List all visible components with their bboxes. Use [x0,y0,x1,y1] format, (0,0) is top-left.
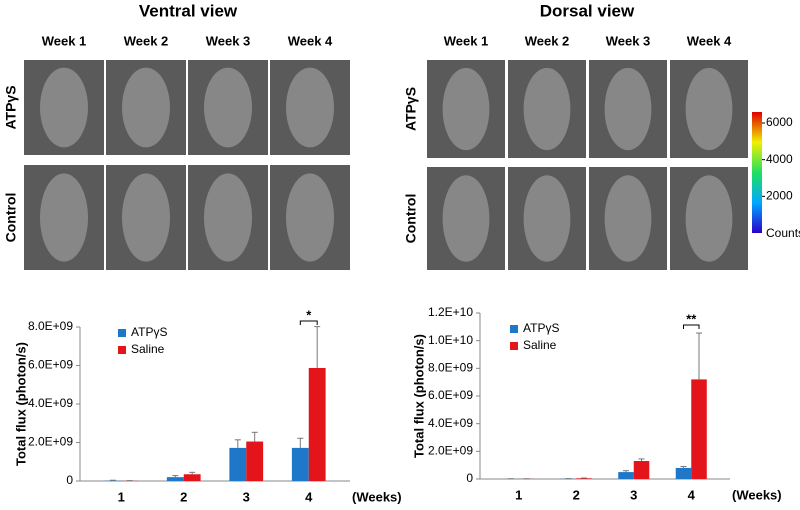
x-axis-label: (Weeks) [352,489,402,504]
x-tick-label: 4 [305,489,313,504]
y-axis-label: Total flux (photon/s) [13,342,28,466]
legend-label: ATPγS [523,321,559,335]
y-tick-label: 6.0E+09 [428,388,473,402]
legend-swatch [118,329,126,337]
y-tick-label: 6.0E+09 [28,358,73,372]
bar [246,441,264,481]
mouse-body [122,173,170,262]
y-tick-label: 2.0E+09 [28,435,73,449]
bar [183,474,201,481]
mouse-body [40,173,88,262]
y-tick-label: 0 [66,473,73,487]
week-label: Week 1 [444,33,489,48]
legend-label: ATPγS [131,325,167,339]
week-label: Week 4 [687,33,732,48]
bar [229,447,247,481]
week-label: Week 2 [124,33,169,48]
week-label: Week 4 [288,33,333,48]
mouse-body [442,67,490,151]
x-axis-label: (Weeks) [732,487,782,502]
y-tick-label: 2.0E+09 [428,444,473,458]
image-grid [24,60,748,270]
week-label: Week 2 [525,33,570,48]
colorbar-tick-label: 2000 [766,189,793,203]
significance-label: ** [686,311,697,326]
row-label: Control [3,193,19,243]
y-tick-label: 8.0E+09 [428,361,473,375]
legend-label: Saline [131,342,165,356]
panel-title: Ventral view [139,1,238,20]
bar [166,477,184,481]
row-label: ATPγS [3,85,19,129]
bar [633,461,650,479]
mouse-body [604,67,652,151]
mouse-body [685,175,733,262]
row-label: Control [403,194,419,244]
x-tick-label: 1 [118,489,125,504]
bar [291,447,309,481]
mouse-body [523,67,571,151]
y-tick-label: 8.0E+09 [28,319,73,333]
x-tick-label: 4 [688,487,696,502]
row-label: ATPγS [403,87,419,131]
bar [308,368,326,481]
legend-label: Saline [523,338,557,352]
mouse-body [442,175,490,262]
significance-bracket [299,320,318,325]
y-axis-label: Total flux (photon/s) [411,334,426,458]
mouse-body [604,175,652,262]
mouse-body [204,173,252,262]
legend-swatch [118,346,126,354]
mouse-body [122,67,170,148]
panel-title: Dorsal view [540,1,635,20]
bar [675,467,692,479]
mouse-body [204,67,252,148]
bar [618,472,634,479]
colorbar-label: Counts [766,226,800,240]
x-tick-label: 2 [180,489,187,504]
x-tick-label: 3 [630,487,637,502]
y-tick-label: 0 [466,471,473,485]
x-tick-label: 3 [243,489,250,504]
week-label: Week 3 [206,33,251,48]
y-tick-label: 4.0E+09 [28,396,73,410]
colorbar [752,112,762,233]
mouse-body [685,67,733,151]
significance-label: * [306,307,312,322]
bar [691,379,707,479]
x-tick-label: 2 [573,487,580,502]
y-tick-label: 4.0E+09 [428,416,473,430]
significance-bracket [682,324,700,330]
colorbar-tick-label: 6000 [766,115,793,129]
bar [576,478,592,479]
week-label: Week 1 [42,33,87,48]
mouse-body [286,67,334,148]
mouse-body [286,173,334,262]
y-tick-label: 1.2E+10 [428,305,473,319]
mouse-body [523,175,571,262]
y-tick-label: 1.0E+10 [428,333,473,347]
colorbar-tick-label: 4000 [766,152,793,166]
x-tick-label: 1 [515,487,522,502]
mouse-body [40,67,88,148]
week-label: Week 3 [606,33,651,48]
legend-swatch [510,342,518,350]
legend-swatch [510,325,518,333]
